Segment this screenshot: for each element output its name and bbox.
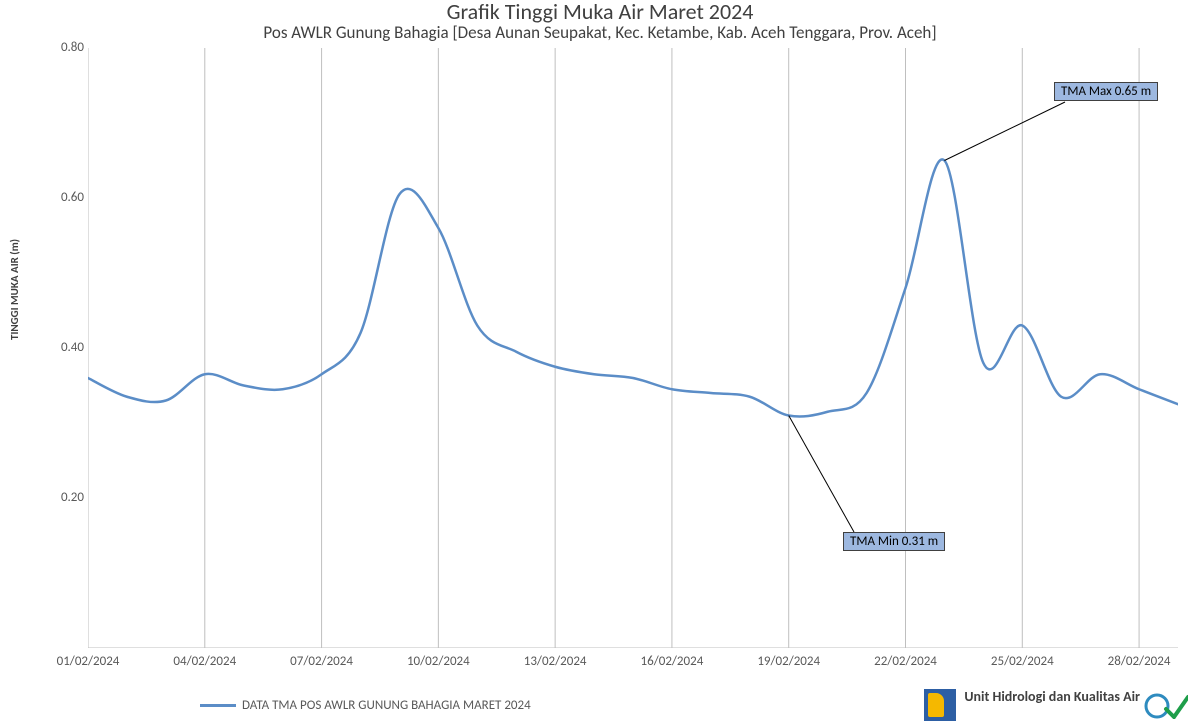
legend-swatch — [200, 704, 236, 707]
annotation-max: TMA Max 0.65 m — [1054, 82, 1158, 101]
x-tick-label: 28/02/2024 — [1108, 654, 1171, 669]
plot-svg — [88, 48, 1178, 648]
legend-label: DATA TMA POS AWLR GUNUNG BAHAGIA MARET 2… — [242, 698, 531, 713]
footer-line1: Unit Hidrologi dan Kualitas Air — [964, 689, 1140, 704]
x-tick-label: 25/02/2024 — [991, 654, 1054, 669]
x-tick-label: 16/02/2024 — [641, 654, 704, 669]
x-tick-label: 19/02/2024 — [757, 654, 820, 669]
y-axis-label: TINGGI MUKA AIR (m) — [8, 239, 21, 340]
chart-area — [88, 48, 1178, 648]
footer-org: Unit Hidrologi dan Kualitas Air — [924, 689, 1140, 721]
legend: DATA TMA POS AWLR GUNUNG BAHAGIA MARET 2… — [200, 698, 531, 713]
x-tick-label: 07/02/2024 — [290, 654, 353, 669]
y-tick-label: 0.40 — [48, 340, 84, 355]
pu-logo-icon — [924, 689, 956, 721]
x-tick-label: 22/02/2024 — [874, 654, 937, 669]
x-tick-label: 13/02/2024 — [524, 654, 587, 669]
y-tick-label: 0.20 — [48, 490, 84, 505]
x-tick-label: 01/02/2024 — [57, 654, 120, 669]
chart-subtitle: Pos AWLR Gunung Bahagia [Desa Aunan Seup… — [0, 22, 1200, 43]
y-tick-label: 0.80 — [48, 40, 84, 55]
annotation-min: TMA Min 0.31 m — [843, 532, 945, 551]
y-tick-label: 0.60 — [48, 190, 84, 205]
x-tick-label: 04/02/2024 — [173, 654, 236, 669]
cert-badge-icon — [1144, 693, 1188, 719]
x-tick-label: 10/02/2024 — [407, 654, 470, 669]
